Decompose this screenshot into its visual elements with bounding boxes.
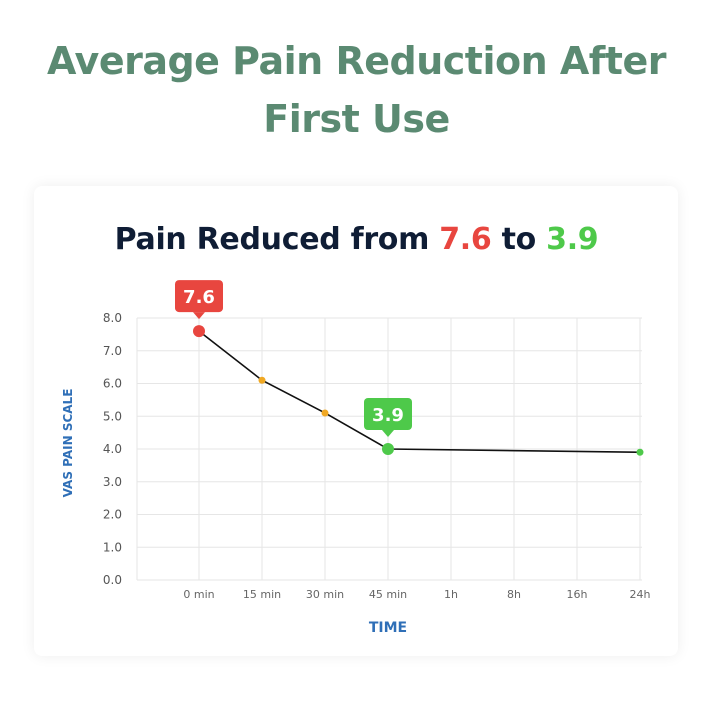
data-point (258, 376, 266, 384)
chart-card (34, 186, 678, 656)
y-tick-label: 1.0 (103, 540, 122, 554)
x-tick-labels: 0 min 15 min 30 min 45 min 1h 8h 16h 24h (183, 588, 650, 601)
x-tick-label: 1h (444, 588, 458, 601)
data-label-background (175, 280, 223, 313)
y-tick-label: 3.0 (103, 475, 122, 489)
x-tick-label: 24h (630, 588, 651, 601)
y-tick-label: 6.0 (103, 377, 122, 391)
x-tick-label: 0 min (183, 588, 214, 601)
y-axis-label: VAS PAIN SCALE (61, 389, 75, 498)
y-tick-labels: 0.0 1.0 2.0 3.0 4.0 5.0 6.0 7.0 8.0 (103, 311, 122, 587)
x-tick-label: 30 min (306, 588, 344, 601)
x-tick-label: 8h (507, 588, 521, 601)
data-point (636, 448, 644, 456)
chart-title-end-value: 3.9 (546, 222, 599, 257)
data-points (193, 325, 644, 456)
data-labels: 7.6 3.9 (175, 280, 412, 437)
data-label-pointer (193, 312, 205, 320)
data-point (193, 325, 205, 338)
data-label-badge: 3.9 (364, 398, 412, 437)
y-tick-label: 8.0 (103, 311, 122, 325)
y-tick-label: 2.0 (103, 508, 122, 522)
data-label-pointer (382, 430, 394, 437)
chart-title: Pain Reduced from 7.6 to 3.9 (0, 222, 713, 257)
y-tick-label: 7.0 (103, 344, 122, 358)
data-label-text: 3.9 (372, 405, 404, 426)
y-tick-label: 5.0 (103, 409, 122, 423)
chart-title-middle: to (491, 222, 547, 257)
chart-title-start-value: 7.6 (439, 222, 492, 257)
data-point (321, 409, 329, 417)
series-line-path (198, 330, 641, 454)
x-axis-label: TIME (369, 620, 407, 636)
data-label-background (364, 398, 412, 430)
y-tick-label: 4.0 (103, 442, 122, 456)
series-line (198, 330, 641, 454)
data-point (382, 443, 394, 455)
grid (136, 317, 642, 581)
y-tick-label: 0.0 (103, 573, 122, 587)
x-tick-label: 45 min (369, 588, 407, 601)
chart-title-prefix: Pain Reduced from (114, 222, 440, 257)
data-label-badge: 7.6 (175, 280, 223, 320)
x-tick-label: 15 min (243, 588, 281, 601)
page-title: Average Pain Reduction After First Use (47, 39, 666, 141)
x-tick-label: 16h (567, 588, 588, 601)
data-label-text: 7.6 (183, 287, 215, 308)
